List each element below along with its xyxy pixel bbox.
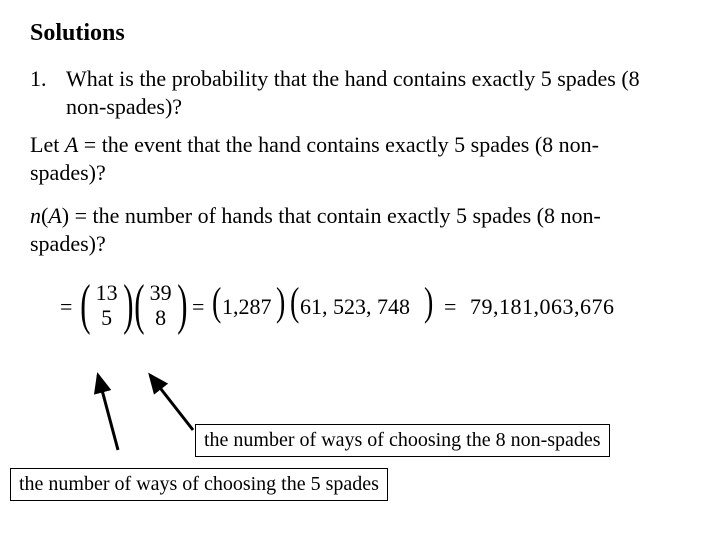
heading-solutions: Solutions <box>30 20 690 47</box>
na-rest: = the number of hands that contain exact… <box>30 203 601 256</box>
binom2-bot: 8 <box>155 305 166 330</box>
paren-close-icon: ) <box>424 282 433 322</box>
equals-1: = <box>60 294 72 320</box>
slide-page: Solutions 1. What is the probability tha… <box>0 0 720 540</box>
binom-13-5: ( 13 5 ) <box>76 275 137 335</box>
paren-open-icon: ( <box>134 277 144 333</box>
equals-2: = <box>192 294 204 320</box>
let-a-definition: Let A = the event that the hand contains… <box>30 131 690 187</box>
equals-3: = <box>444 294 456 320</box>
binom1-col: 13 5 <box>95 280 119 331</box>
paren-open-icon: ( <box>80 277 90 333</box>
binom-39-8: ( 39 8 ) <box>130 275 191 335</box>
paren-open-icon: ( <box>290 282 299 322</box>
na-n: n <box>30 203 41 228</box>
let-var-a: A <box>65 132 78 157</box>
question-item: 1. What is the probability that the hand… <box>30 65 690 121</box>
result-value: 79,181,063,676 <box>470 294 615 320</box>
callout-spades: the number of ways of choosing the 5 spa… <box>10 468 388 501</box>
paren-open-icon: ( <box>212 282 221 322</box>
na-var: A <box>48 203 61 228</box>
item-number: 1. <box>30 65 66 121</box>
val-1287: 1,287 <box>222 294 272 320</box>
val-61523748: 61, 523, 748 <box>300 294 410 320</box>
callout-nonspades: the number of ways of choosing the 8 non… <box>195 424 610 457</box>
binom1-bot: 5 <box>101 305 112 330</box>
binom2-col: 39 8 <box>149 280 173 331</box>
formula-block: = ( 13 5 ) ( 39 8 ) = ( 1,287 ) ( 61, 52… <box>60 272 690 342</box>
na-close: ) <box>62 203 69 228</box>
item-question: What is the probability that the hand co… <box>66 65 690 121</box>
let-rest: = the event that the hand contains exact… <box>30 132 599 185</box>
paren-close-icon: ) <box>177 277 187 333</box>
let-prefix: Let <box>30 132 65 157</box>
paren-close-icon: ) <box>276 282 285 322</box>
binom2-top: 39 <box>150 280 172 305</box>
binom1-top: 13 <box>96 280 118 305</box>
n-a-definition: n(A) = the number of hands that contain … <box>30 202 690 258</box>
